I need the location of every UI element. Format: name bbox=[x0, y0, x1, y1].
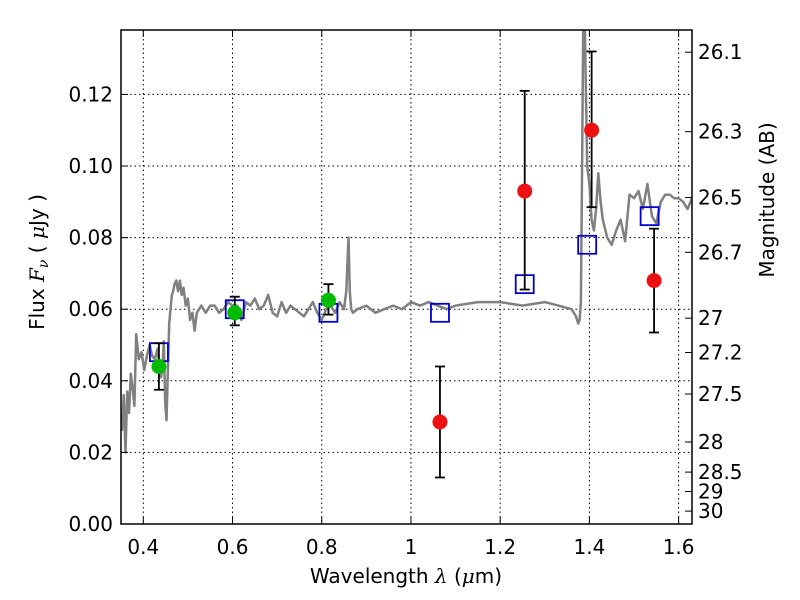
x-tick-label: 0.8 bbox=[306, 535, 338, 559]
x-axis-label: Wavelength λ (μm) bbox=[310, 564, 502, 588]
y-tick-label: 0.12 bbox=[68, 82, 113, 106]
model-square bbox=[639, 206, 660, 227]
y-tick-label: 0.08 bbox=[68, 226, 113, 250]
mag-tick-label: 30 bbox=[698, 499, 723, 523]
y-tick-label: 0.10 bbox=[68, 154, 113, 178]
mag-tick-label: 27.5 bbox=[698, 382, 743, 406]
y-tick-label: 0.04 bbox=[68, 369, 113, 393]
ticks: 0.4 0.6 0.8 1 1.2 1.4 1.6 0.00 0.02 0.04 0.06 0.08 0… bbox=[68, 30, 743, 559]
sed-line bbox=[121, 30, 692, 454]
y-tick-label: 0.00 bbox=[68, 512, 113, 536]
mag-tick-label: 26.5 bbox=[698, 186, 743, 210]
y-axis-label: Flux Fν ( μJy ) bbox=[25, 194, 52, 330]
red-point bbox=[517, 183, 533, 199]
grid bbox=[121, 30, 692, 525]
mag-tick-label: 27 bbox=[698, 306, 723, 330]
x-tick-label: 1.4 bbox=[573, 535, 605, 559]
mag-tick-label: 26.7 bbox=[698, 240, 743, 264]
red-point bbox=[584, 122, 600, 138]
plot-frame bbox=[120, 29, 693, 525]
red-point bbox=[432, 414, 448, 430]
x-tick-label: 1.2 bbox=[484, 535, 516, 559]
y-tick-label: 0.06 bbox=[68, 297, 113, 321]
green-point bbox=[151, 358, 167, 374]
green-point bbox=[227, 305, 243, 321]
mag-tick-label: 28.5 bbox=[698, 460, 743, 484]
mag-tick-label: 27.2 bbox=[698, 341, 743, 365]
mag-tick-label: 29 bbox=[698, 479, 723, 503]
mag-tick-label: 26.3 bbox=[698, 120, 743, 144]
green-point bbox=[320, 292, 336, 308]
red-point bbox=[646, 273, 662, 289]
mag-tick-label: 28 bbox=[698, 430, 723, 454]
x-tick-label: 0.4 bbox=[127, 535, 159, 559]
x-tick-label: 0.6 bbox=[217, 535, 249, 559]
model-square bbox=[577, 234, 598, 255]
model-square bbox=[430, 302, 450, 323]
x-tick-label: 1 bbox=[405, 535, 418, 559]
x-tick-label: 1.6 bbox=[663, 535, 695, 559]
points-layer bbox=[149, 50, 662, 479]
y2-axis-label: Magnitude (AB) bbox=[755, 122, 779, 277]
mag-tick-label: 26.1 bbox=[698, 40, 743, 64]
y-tick-label: 0.02 bbox=[68, 440, 113, 464]
series-layer bbox=[121, 30, 692, 454]
